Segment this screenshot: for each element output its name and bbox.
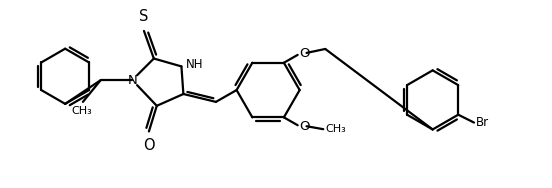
Text: NH: NH xyxy=(187,58,204,71)
Text: O: O xyxy=(300,120,310,133)
Text: O: O xyxy=(143,138,155,153)
Text: Br: Br xyxy=(476,116,489,129)
Text: CH₃: CH₃ xyxy=(325,124,346,134)
Text: N: N xyxy=(128,74,137,87)
Text: CH₃: CH₃ xyxy=(72,106,92,116)
Text: O: O xyxy=(300,47,310,60)
Text: S: S xyxy=(139,9,148,24)
